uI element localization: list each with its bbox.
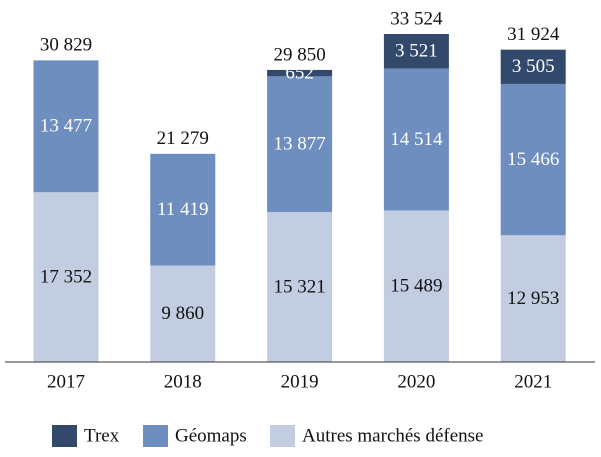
bar-segment [150,153,216,266]
bar-segment [33,192,99,362]
data-label: 3 521 [395,41,438,62]
bar-segment [500,49,566,84]
bar-segment [267,76,333,213]
bar-segment [267,212,333,362]
data-label: 13 477 [40,116,92,137]
data-label: 15 466 [507,149,559,170]
legend-swatch [52,425,77,447]
legend-label: Autres marchés défense [302,425,483,446]
data-label: 11 419 [157,199,209,220]
bar-segment [33,60,99,193]
bar-segment [383,34,449,69]
bar-segment [500,83,566,236]
bar-segment [383,68,449,211]
total-label: 21 279 [157,128,209,149]
data-label: 15 321 [273,276,325,297]
legend-label: Géomaps [175,425,247,446]
bar-segment [500,235,566,362]
total-label: 30 829 [40,35,92,56]
data-label: 652 [285,62,314,83]
bar-segment [150,265,216,362]
legend-label: Trex [84,425,120,446]
data-label: 9 860 [161,303,204,324]
x-tick-label: 2019 [281,371,319,392]
x-tick-label: 2018 [164,371,202,392]
x-tick-label: 2020 [397,371,435,392]
legend-swatch [270,425,295,447]
bar-segment [267,69,333,77]
data-label: 14 514 [390,129,443,150]
legend-swatch [143,425,168,447]
x-tick-label: 2021 [514,371,552,392]
total-label: 33 524 [390,8,443,29]
data-label: 13 877 [273,134,325,155]
total-label: 31 924 [507,24,560,45]
data-label: 3 505 [512,56,555,77]
bar-segment [383,210,449,362]
data-label: 15 489 [390,276,442,297]
total-label: 29 850 [273,44,325,65]
data-label: 12 953 [507,288,559,309]
x-tick-label: 2017 [47,371,85,392]
data-label: 17 352 [40,266,92,287]
